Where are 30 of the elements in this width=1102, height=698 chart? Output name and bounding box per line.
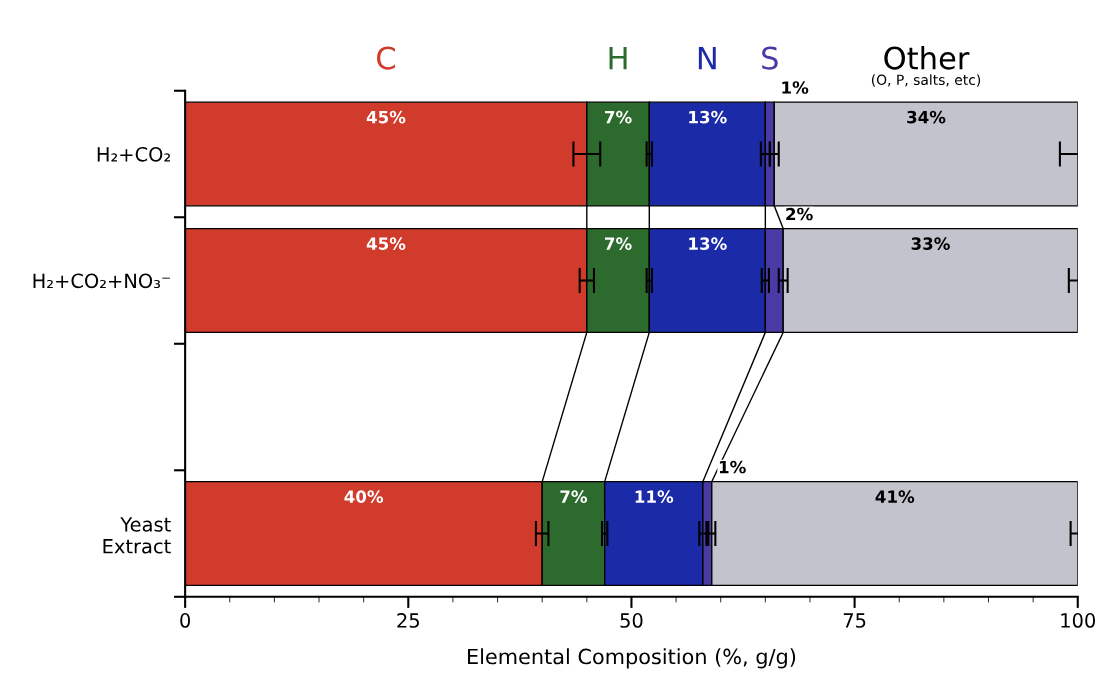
series-label: S [762,46,778,70]
data-label: 45% [366,110,406,124]
series-label: H [609,46,627,70]
data-label: 45% [366,237,406,250]
data-label: 7% [605,237,632,250]
x-axis-title: Elemental Composition (%, g/g) [468,648,796,669]
data-label: 1% [782,81,809,94]
y-tick-label: Yeast Extract [103,517,171,554]
x-tick-label: 50 [620,613,643,628]
x-tick-label: 100 [1061,613,1096,628]
x-tick-label: 25 [397,613,419,628]
y-tick-label: H₂+CO₂ [97,146,171,162]
series-label: N [698,46,716,70]
data-label: 11% [635,490,674,503]
data-label: 2% [786,207,813,221]
data-label: 34% [907,110,946,124]
data-label: 41% [875,490,915,503]
data-label: 13% [689,237,727,250]
x-tick-label: 75 [843,613,866,628]
data-label: 7% [605,110,632,124]
series-label: C [377,46,395,70]
data-label: 7% [560,490,588,503]
x-tick-label: 0 [180,613,191,628]
data-label: 1% [719,460,746,474]
text: (O, P, salts, etc) [871,74,981,87]
y-tick-label: H₂+CO₂+NO₃⁻ [33,273,170,289]
data-label: 33% [911,237,950,250]
data-label: 40% [344,490,384,503]
data-label: 13% [689,110,727,124]
series-label: Other [884,45,970,70]
